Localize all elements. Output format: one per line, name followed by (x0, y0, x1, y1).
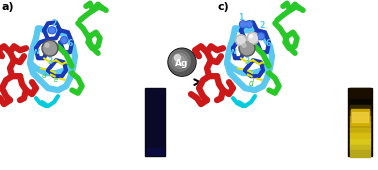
Circle shape (169, 50, 191, 71)
Bar (350, 122, 370, 129)
Bar (350, 111, 370, 117)
Circle shape (48, 27, 56, 34)
Circle shape (175, 56, 185, 66)
Text: Ag: Ag (175, 59, 189, 68)
Text: N: N (34, 49, 40, 55)
Circle shape (60, 37, 68, 44)
Bar (350, 99, 370, 106)
Circle shape (172, 53, 187, 69)
Text: 2: 2 (259, 21, 264, 30)
Circle shape (245, 21, 253, 28)
Text: d: d (42, 73, 46, 79)
Circle shape (240, 21, 246, 28)
Bar (350, 94, 370, 100)
Circle shape (50, 28, 54, 33)
Circle shape (235, 35, 246, 46)
Circle shape (237, 36, 245, 44)
Circle shape (248, 34, 257, 43)
Bar (145, 88, 165, 156)
Circle shape (240, 22, 245, 27)
Bar (350, 128, 370, 134)
Bar (350, 133, 370, 140)
Text: e: e (54, 77, 58, 83)
Text: 3: 3 (245, 57, 250, 66)
Circle shape (168, 48, 196, 76)
Circle shape (246, 22, 251, 27)
Circle shape (242, 43, 246, 47)
Bar (348, 88, 372, 156)
Bar (352, 112, 368, 122)
Circle shape (174, 55, 181, 61)
Bar (350, 150, 370, 157)
Text: 6: 6 (68, 39, 73, 48)
Circle shape (45, 43, 49, 47)
Text: 1: 1 (239, 13, 244, 22)
Text: N: N (231, 49, 237, 55)
Text: c): c) (218, 2, 230, 12)
Bar (350, 116, 370, 123)
Bar (350, 88, 370, 95)
Circle shape (169, 49, 195, 75)
Circle shape (43, 42, 56, 55)
Circle shape (257, 33, 265, 40)
Circle shape (42, 40, 58, 56)
Circle shape (62, 38, 67, 43)
Text: 2: 2 (51, 19, 57, 28)
Bar (147, 148, 163, 154)
Circle shape (247, 32, 259, 44)
Circle shape (249, 35, 253, 38)
Circle shape (239, 40, 255, 56)
Text: 3: 3 (48, 57, 53, 66)
Bar (146, 89, 164, 155)
Bar (350, 139, 370, 146)
Text: 6: 6 (265, 39, 270, 48)
Bar (351, 108, 369, 125)
Bar (350, 145, 370, 151)
Text: d: d (249, 79, 254, 88)
Bar (350, 105, 370, 112)
Circle shape (259, 34, 263, 39)
Circle shape (240, 42, 254, 55)
Text: a): a) (2, 2, 15, 12)
